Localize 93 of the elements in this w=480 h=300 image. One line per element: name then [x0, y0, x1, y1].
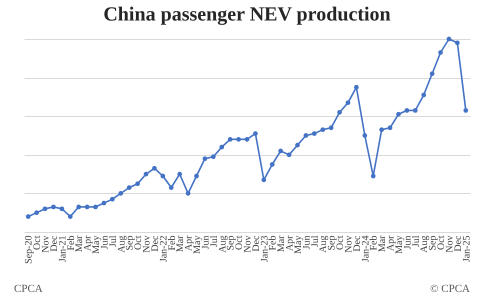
- point: [76, 204, 82, 210]
- point: [421, 92, 426, 98]
- point: [228, 137, 233, 142]
- x-tick-label: Mar: [175, 234, 186, 252]
- x-tick-label: Jan-21: [57, 236, 68, 262]
- point: [60, 206, 64, 212]
- point: [26, 214, 31, 219]
- x-tick-label: Sep: [226, 236, 237, 250]
- x-tick-label: Dec: [352, 234, 363, 252]
- x-tick-label: Feb: [368, 236, 380, 250]
- x-tick-label: Jan-22: [158, 236, 170, 262]
- point: [362, 133, 368, 138]
- text: © CPCA: [430, 283, 470, 295]
- point: [135, 181, 140, 186]
- point: [328, 125, 334, 130]
- point: [110, 196, 115, 202]
- point: [320, 127, 326, 132]
- point: [152, 166, 157, 171]
- x-tick-label: Sep-20: [24, 236, 35, 264]
- point: [337, 110, 342, 115]
- point: [144, 172, 148, 176]
- x-tick-label: Aug: [116, 236, 128, 253]
- x-tick-label: Jul: [410, 235, 422, 248]
- point: [286, 152, 292, 158]
- point: [446, 36, 452, 42]
- point: [42, 206, 48, 212]
- point: [68, 214, 73, 219]
- point: [34, 210, 39, 216]
- point: [388, 125, 392, 130]
- point: [278, 148, 284, 154]
- x-tick-label: Sep: [326, 236, 338, 250]
- x-tick-label: Aug: [419, 236, 430, 253]
- x-tick-label: Oct: [133, 235, 144, 250]
- x-tick-label: Aug: [217, 236, 228, 253]
- point: [168, 185, 174, 190]
- point: [84, 204, 90, 210]
- x-tick-label: Nov: [242, 236, 254, 253]
- point: [346, 100, 350, 106]
- point: [396, 112, 401, 117]
- x-tick-label: Dec: [452, 234, 464, 252]
- x-tick-label: Apr: [184, 234, 195, 252]
- x-tick-label: Oct: [234, 235, 246, 250]
- x-tick-label: Mar: [74, 234, 86, 252]
- point: [312, 131, 317, 136]
- x-tick-label: Feb: [166, 236, 178, 250]
- point: [253, 131, 258, 136]
- point: [304, 133, 308, 138]
- point: [438, 50, 443, 55]
- point: [102, 200, 106, 206]
- x-tick-label: Aug: [318, 236, 330, 253]
- x-tick-label: Jun: [402, 236, 414, 250]
- point: [295, 142, 300, 148]
- x-tick-label: Apr: [82, 234, 94, 252]
- x-tick-label: Jul: [208, 235, 220, 248]
- x-tick-label: Jun: [301, 236, 312, 250]
- point: [160, 174, 166, 178]
- point: [430, 71, 434, 76]
- point: [51, 204, 56, 210]
- point: [126, 185, 132, 190]
- point: [202, 156, 208, 161]
- point: [455, 40, 460, 46]
- point: [186, 191, 190, 196]
- point: [177, 172, 182, 176]
- point: [118, 191, 124, 196]
- point: [219, 144, 224, 150]
- point: [404, 108, 410, 113]
- x-tick-label: Apr: [284, 234, 296, 252]
- point: [244, 137, 250, 142]
- point: [370, 174, 376, 178]
- point: [194, 174, 199, 178]
- text: CPCA: [14, 283, 43, 295]
- x-tick-label: Jan-25: [461, 236, 472, 262]
- x-tick-label: Sep: [428, 236, 439, 250]
- x-tick-label: Feb: [66, 236, 77, 250]
- x-tick-label: Jul: [310, 235, 321, 248]
- x-tick-label: Mar: [377, 234, 388, 252]
- x-tick-label: Jul: [108, 235, 119, 248]
- chart-title: China passenger NEV production: [103, 4, 391, 26]
- x-tick-label: Mar: [276, 234, 288, 252]
- point: [93, 204, 98, 210]
- point: [379, 127, 384, 132]
- point: [463, 108, 468, 113]
- point: [412, 108, 418, 113]
- x-tick-label: Sep: [124, 236, 136, 250]
- x-tick-label: Feb: [268, 236, 279, 250]
- point: [270, 162, 275, 167]
- point: [261, 178, 266, 182]
- x-tick-label: Apr: [386, 234, 397, 252]
- x-tick-label: Oct: [32, 235, 44, 250]
- point: [236, 137, 241, 142]
- point: [210, 154, 216, 160]
- point: [354, 84, 359, 90]
- x-tick-label: Dec: [250, 234, 262, 252]
